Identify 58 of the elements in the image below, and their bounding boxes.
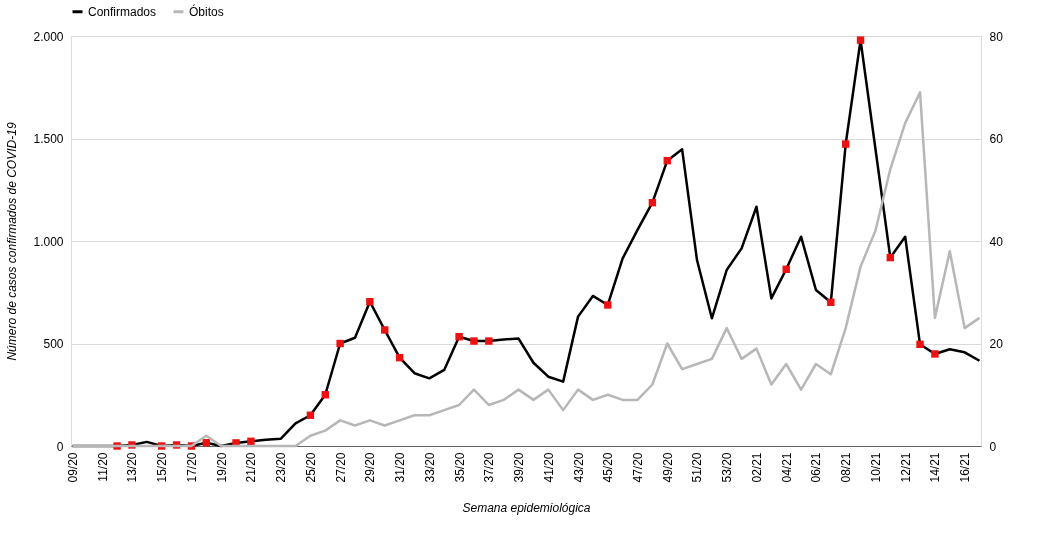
x-tick-label: 27/20: [333, 452, 348, 483]
x-tick-label: 04/21: [779, 452, 794, 483]
x-tick-label: 11/20: [95, 452, 110, 482]
point: [336, 339, 344, 348]
x-tick-label: 41/20: [541, 452, 556, 483]
point: [916, 340, 924, 349]
x-tick-label: 33/20: [422, 452, 437, 483]
y2-tick-label: 40: [989, 234, 1004, 249]
x-tick-label: 49/20: [660, 452, 675, 483]
y-tick-label: 1.000: [33, 234, 64, 249]
y-tick-label: 0: [56, 439, 64, 454]
point: [604, 301, 612, 309]
point: [856, 36, 865, 44]
legend-label: Óbitos: [189, 3, 224, 19]
point: [485, 337, 493, 345]
y-axis-title: Número de casos confirmados de COVID-19: [5, 122, 20, 361]
point: [455, 333, 463, 341]
point: [470, 337, 478, 345]
point: [841, 140, 850, 148]
x-tick-label: 31/20: [393, 452, 408, 483]
x-tick-label: 35/20: [452, 452, 467, 483]
x-axis-title: Semana epidemiológica: [462, 500, 591, 515]
x-tick-label: 37/20: [482, 452, 497, 483]
point: [931, 350, 939, 358]
y2-tick-label: 20: [989, 337, 1004, 351]
y-tick-label: 2.000: [33, 29, 64, 44]
point: [247, 437, 255, 445]
x-tick-label: 02/21: [749, 452, 764, 483]
x-tick-label: 12/21: [898, 452, 913, 483]
y2-tick-label: 80: [989, 29, 1004, 44]
x-tick-label: 39/20: [512, 452, 527, 483]
x-tick-label: 21/20: [244, 452, 259, 483]
x-tick-label: 29/20: [363, 452, 378, 483]
point: [381, 326, 389, 334]
x-tick-label: 47/20: [631, 452, 646, 483]
point: [827, 298, 835, 306]
point: [366, 297, 374, 306]
x-tick-label: 15/20: [155, 452, 170, 483]
x-tick-label: 53/20: [720, 452, 735, 483]
x-tick-label: 14/21: [928, 452, 943, 483]
x-tick-label: 19/20: [214, 452, 229, 483]
y-tick-label: 1.500: [33, 132, 64, 146]
y-tick-label: 500: [43, 337, 64, 351]
x-tick-label: 25/20: [303, 452, 318, 483]
x-tick-label: 10/21: [868, 452, 883, 483]
y2-tick-label: 60: [989, 132, 1004, 146]
x-tick-label: 45/20: [601, 452, 616, 483]
x-tick-label: 08/21: [839, 452, 854, 483]
x-tick-label: 43/20: [571, 452, 586, 483]
x-tick-label: 16/21: [958, 452, 973, 483]
x-tick-label: 17/20: [184, 452, 199, 483]
x-tick-label: 51/20: [690, 452, 705, 483]
x-tick-label: 09/20: [65, 452, 80, 483]
x-tick-label: 13/20: [125, 452, 140, 483]
y2-tick-label: 0: [989, 439, 997, 454]
x-tick-label: 23/20: [274, 452, 289, 483]
legend-label: Confirmados: [88, 4, 157, 19]
x-tick-label: 06/21: [809, 452, 824, 483]
